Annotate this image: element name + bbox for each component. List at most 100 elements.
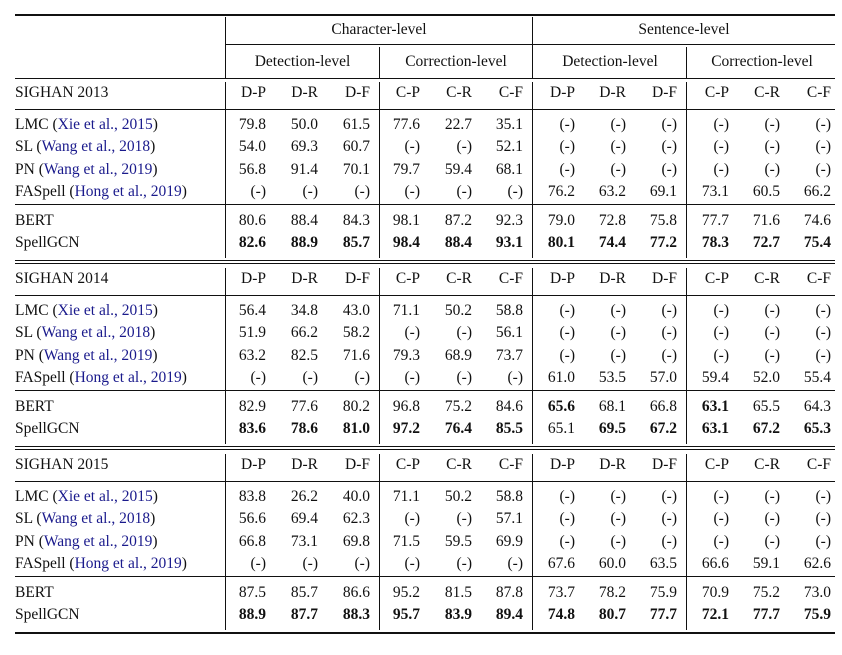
citation-close-paren: ) [150,510,156,528]
value-cell: 83.6 [238,420,266,438]
value-cell: (-) [713,488,730,505]
value-cell: 57.1 [495,510,523,528]
value-cell: (-) [302,182,319,200]
value-cell: 60.5 [752,182,780,200]
citation-close-paren: ) [181,368,187,386]
metric-header: D-F [345,84,370,101]
value-cell: (-) [610,324,627,342]
citation-link[interactable]: Wang et al., 2018 [41,138,151,156]
value-cell: (-) [456,510,473,528]
citation-open-paren: ( [32,510,42,528]
metric-header: D-P [241,456,266,473]
value-cell: 55.4 [803,368,831,386]
metric-header: C-F [806,456,831,473]
value-cell: 63.1 [701,420,729,438]
value-cell: (-) [764,488,781,505]
value-cell: (-) [815,160,832,178]
citation-link[interactable]: Wang et al., 2018 [41,324,151,342]
citation-open-paren: ( [48,302,58,319]
citation-close-paren: ) [152,160,158,178]
value-cell: 75.9 [803,606,831,624]
row-label: PN (Wang et al., 2019) [15,161,158,179]
section-header-rule [15,109,835,110]
value-cell: 71.5 [392,532,420,550]
section-title-sighan-2014: SIGHAN 2014 [15,270,109,287]
citation-link[interactable]: Wang et al., 2019 [43,160,153,178]
divider-char-sent [532,268,533,444]
value-cell: (-) [250,554,267,572]
value-cell: 79.3 [392,346,420,364]
section-header-rule [15,481,835,482]
row-label: FASpell (Hong et al., 2019) [15,369,187,387]
value-cell: 58.8 [495,488,523,505]
metric-header: C-P [395,270,420,287]
subheader-sent-detection: Detection-level [562,53,658,70]
value-cell: 63.2 [598,182,626,200]
value-cell: 22.7 [444,116,472,133]
citation-link[interactable]: Wang et al., 2018 [41,510,151,528]
value-cell: (-) [764,160,781,178]
value-cell: (-) [250,182,267,200]
value-cell: 56.8 [238,160,266,178]
value-cell: 88.4 [290,212,318,229]
citation-link[interactable]: Hong et al., 2019 [74,368,182,386]
value-cell: 78.2 [598,584,626,601]
value-cell: 85.7 [290,584,318,601]
metric-header: D-R [291,270,318,287]
model-name: FASpell [15,368,66,386]
divider-char-det-corr [379,82,380,258]
metric-header: D-R [291,84,318,101]
value-cell: 83.8 [238,488,266,505]
value-cell: 56.1 [495,324,523,342]
metric-header: D-P [550,84,575,101]
value-cell: (-) [661,346,678,364]
value-cell: 73.1 [701,182,729,200]
section-bottom-rule-double [15,449,835,450]
value-cell: (-) [559,138,576,156]
value-cell: (-) [764,116,781,133]
citation-link[interactable]: Wang et al., 2019 [43,346,153,364]
citation-link[interactable]: Xie et al., 2015 [57,116,153,133]
value-cell: 87.2 [444,212,472,229]
citation-link[interactable]: Xie et al., 2015 [57,302,153,319]
value-cell: 68.9 [444,346,472,364]
row-label: SL (Wang et al., 2018) [15,138,155,156]
citation-link[interactable]: Hong et al., 2019 [74,554,182,572]
value-cell: (-) [815,346,832,364]
citation-link[interactable]: Xie et al., 2015 [57,488,153,505]
value-cell: (-) [507,368,524,386]
citation-link[interactable]: Hong et al., 2019 [74,182,182,200]
value-cell: (-) [610,302,627,319]
value-cell: 91.4 [290,160,318,178]
group-header-character-level: Character-level [331,21,427,38]
model-name-spellgcn: SpellGCN [15,234,80,252]
citation-open-paren: ( [32,138,42,156]
value-cell: (-) [610,138,627,156]
citation-open-paren: ( [65,368,75,386]
citation-open-paren: ( [32,324,42,342]
value-cell: 86.6 [342,584,370,601]
subheader-char-correction: Correction-level [405,53,507,70]
metric-header: D-R [599,270,626,287]
value-cell: 76.2 [547,182,575,200]
value-cell: 75.2 [444,398,472,415]
value-cell: 50.0 [290,116,318,133]
value-cell: 50.2 [444,488,472,505]
value-cell: 87.8 [495,584,523,601]
citation-open-paren: ( [34,346,44,364]
value-cell: 70.9 [701,584,729,601]
model-name: SL [15,510,33,528]
citation-link[interactable]: Wang et al., 2019 [43,532,153,550]
row-label: SL (Wang et al., 2018) [15,324,155,342]
value-cell: 72.7 [752,234,780,252]
citation-close-paren: ) [152,532,158,550]
value-cell: (-) [661,160,678,178]
metric-header: D-R [599,84,626,101]
citation-close-paren: ) [181,182,187,200]
subheader-char-detection: Detection-level [254,53,351,70]
citation-open-paren: ( [65,554,75,572]
value-cell: 56.4 [238,302,266,319]
value-cell: 80.7 [598,606,626,624]
value-cell: 74.6 [803,212,831,229]
value-cell: 69.5 [598,420,626,438]
